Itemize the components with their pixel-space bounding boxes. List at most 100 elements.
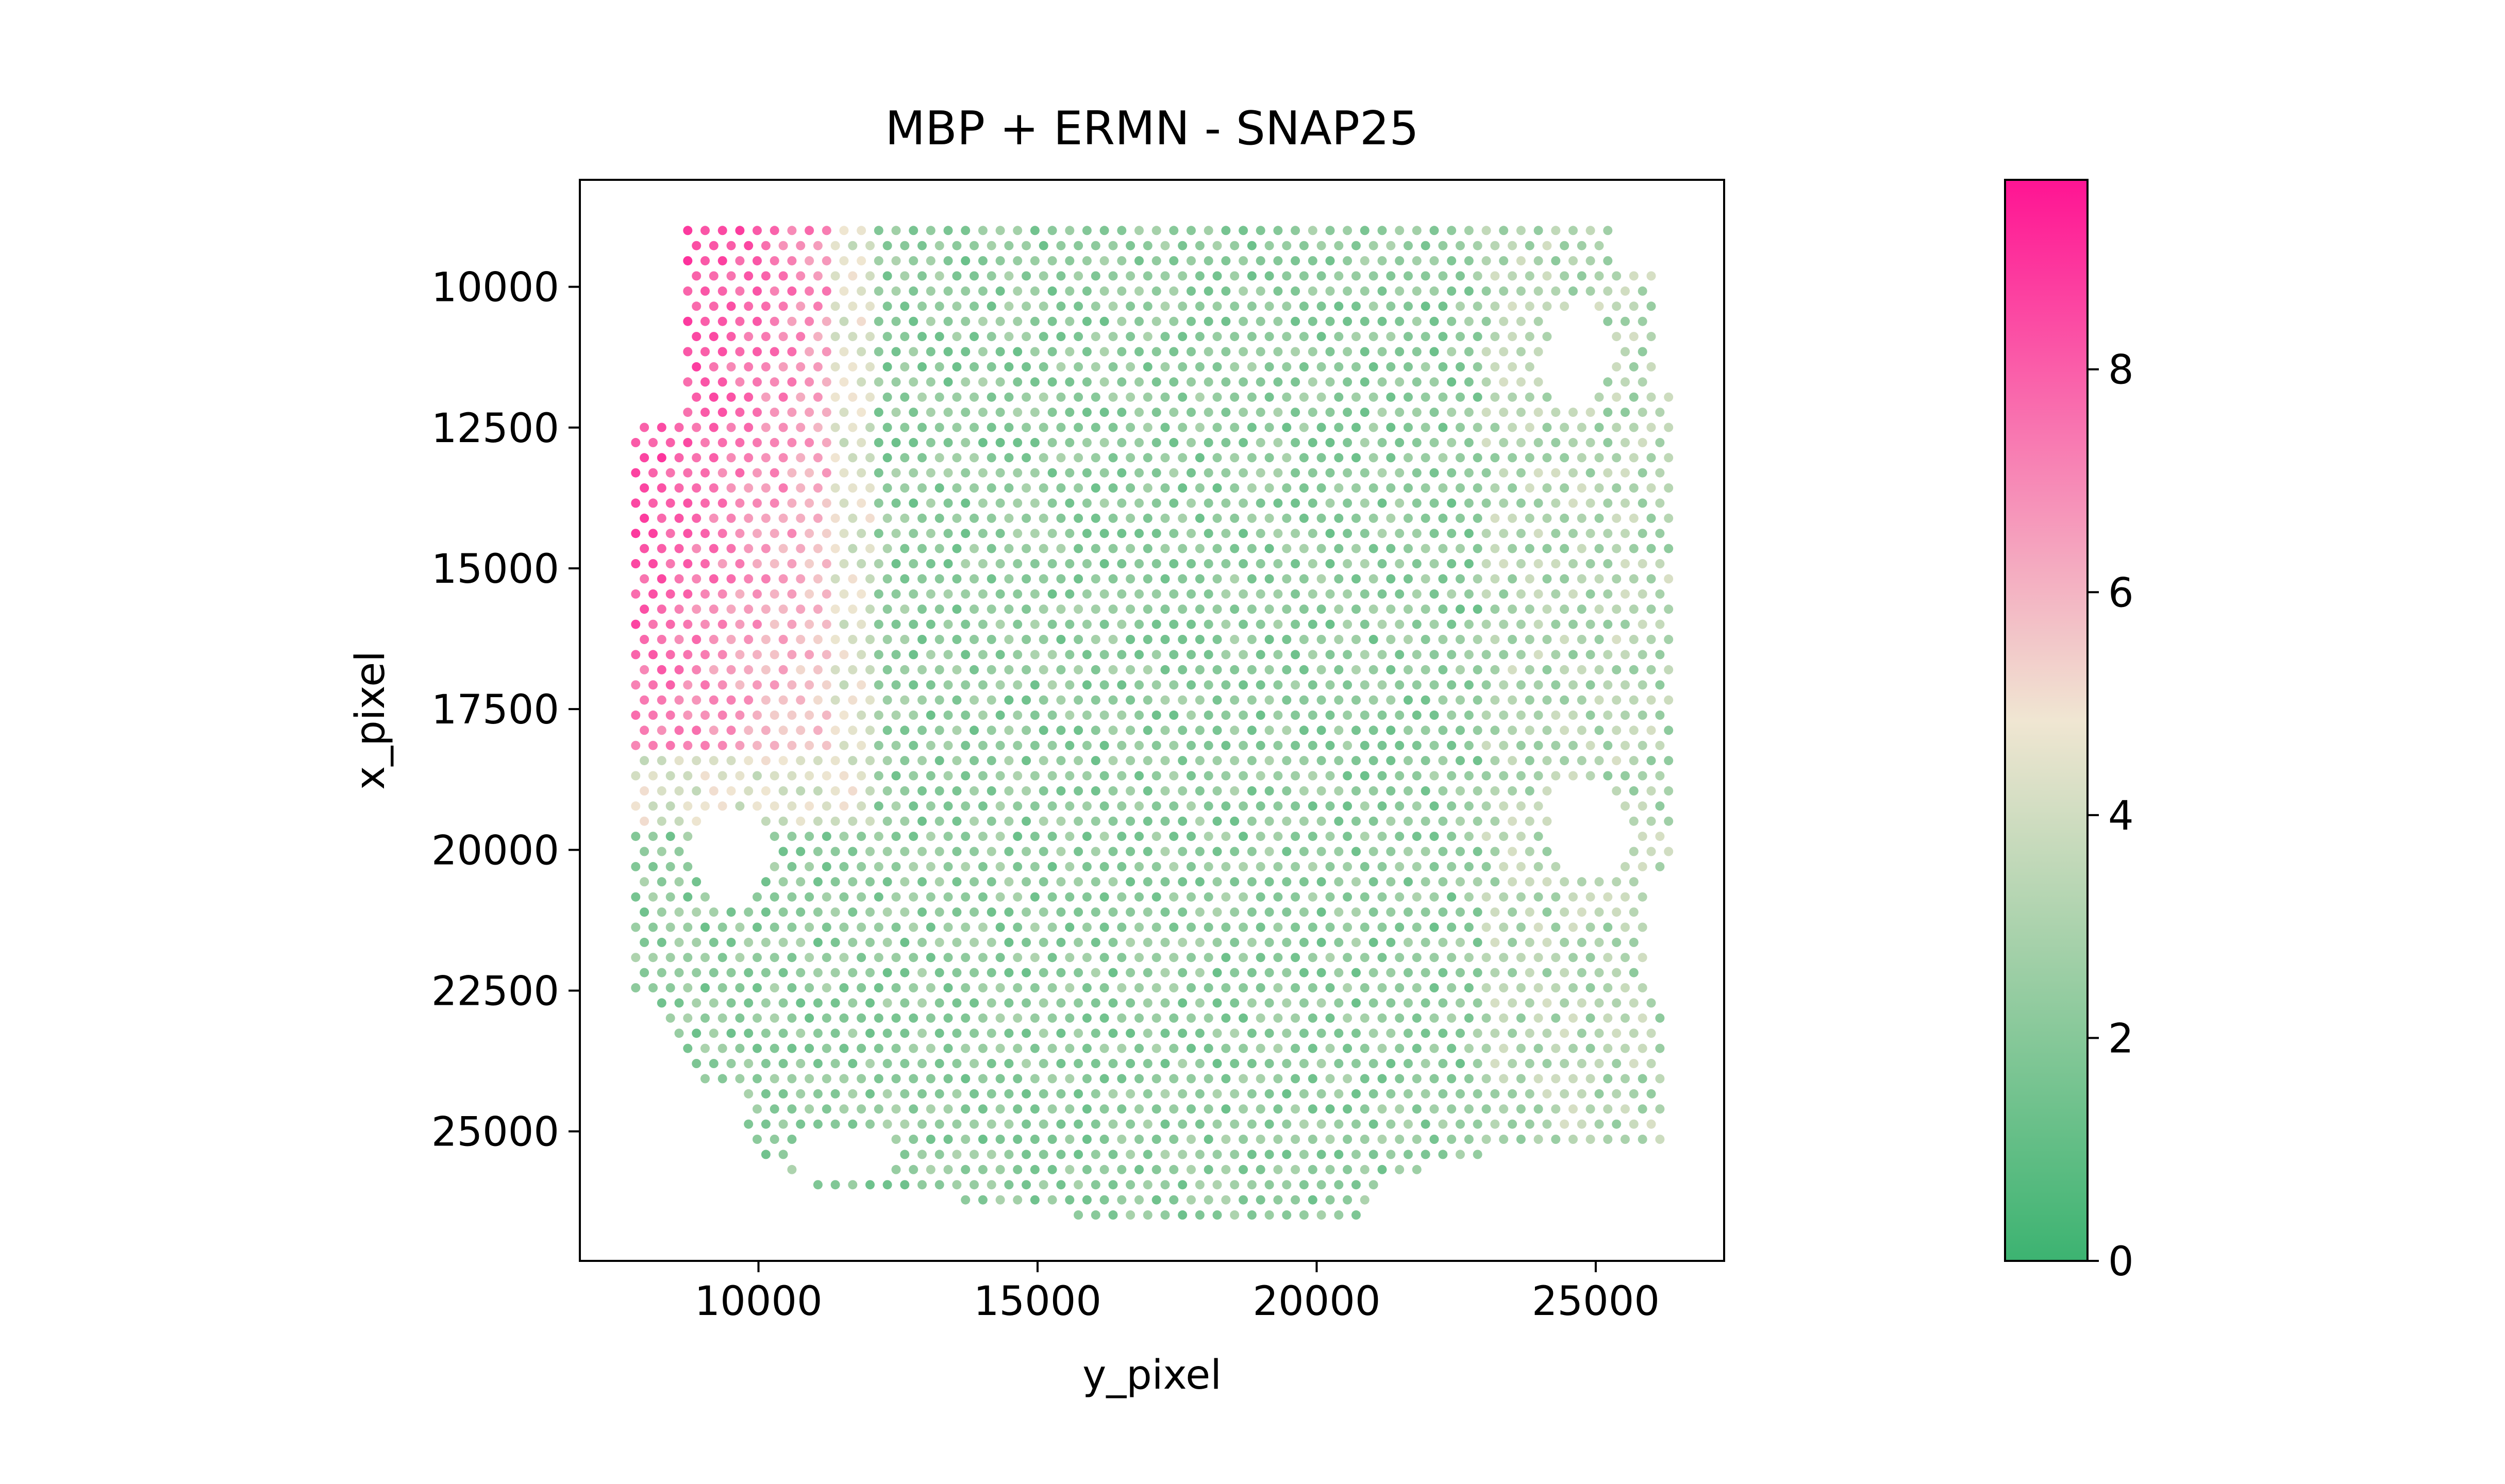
data-point — [683, 347, 693, 357]
data-point — [674, 453, 684, 463]
data-point — [1221, 316, 1231, 326]
data-point — [1160, 786, 1170, 796]
data-point — [1533, 1074, 1543, 1084]
data-point — [917, 271, 927, 281]
data-point — [1074, 665, 1083, 674]
data-point — [943, 801, 953, 811]
data-point — [1247, 544, 1257, 553]
data-point — [753, 801, 762, 811]
data-point — [1508, 574, 1517, 584]
data-point — [1368, 635, 1378, 644]
data-point — [961, 1165, 971, 1174]
data-point — [1456, 1028, 1465, 1038]
data-point — [683, 922, 693, 932]
data-point — [1481, 862, 1491, 871]
data-point — [1585, 680, 1595, 690]
data-point — [1585, 1135, 1595, 1144]
data-point — [1030, 953, 1040, 963]
data-point — [1456, 332, 1465, 342]
data-point — [717, 771, 727, 781]
data-point — [874, 437, 883, 447]
data-point — [1655, 862, 1665, 871]
data-point — [1377, 1043, 1387, 1053]
data-point — [857, 256, 866, 266]
data-point — [943, 316, 953, 326]
data-point — [1516, 832, 1526, 841]
data-point — [961, 862, 971, 871]
data-point — [1273, 1195, 1283, 1205]
data-point — [1516, 680, 1526, 690]
data-point — [1022, 453, 1031, 463]
data-point — [1126, 604, 1135, 614]
data-point — [970, 1089, 979, 1099]
data-point — [1282, 1210, 1292, 1220]
data-point — [1195, 544, 1205, 553]
data-point — [1568, 650, 1578, 660]
data-point — [1299, 786, 1309, 796]
data-point — [1421, 271, 1430, 281]
data-point — [787, 740, 797, 750]
data-point — [1108, 786, 1118, 796]
data-point — [1143, 695, 1153, 705]
data-point — [1282, 453, 1292, 463]
data-point — [1099, 559, 1109, 568]
data-point — [1456, 635, 1465, 644]
data-point — [1143, 998, 1153, 1008]
x-tick-label: 20000 — [1252, 1278, 1380, 1325]
data-point — [1568, 1104, 1578, 1114]
data-point — [830, 907, 840, 917]
data-point — [1091, 604, 1100, 614]
data-point — [891, 650, 901, 660]
data-point — [822, 559, 831, 568]
data-point — [995, 1013, 1005, 1023]
data-point — [1655, 589, 1665, 599]
data-point — [683, 1043, 693, 1053]
data-point — [874, 1104, 883, 1114]
data-point — [1577, 877, 1586, 887]
data-point — [787, 468, 797, 478]
data-point — [1525, 847, 1534, 856]
data-point — [717, 286, 727, 296]
data-point — [952, 453, 962, 463]
data-point — [1247, 574, 1257, 584]
data-point — [1447, 862, 1457, 871]
data-point — [805, 408, 814, 417]
data-point — [1056, 423, 1066, 432]
data-point — [1429, 226, 1439, 235]
data-point — [1065, 680, 1075, 690]
y-tick-label: 20000 — [431, 828, 559, 874]
data-point — [1629, 423, 1639, 432]
data-point — [857, 589, 866, 599]
data-point — [1404, 1089, 1413, 1099]
data-point — [1438, 574, 1448, 584]
data-point — [761, 332, 771, 342]
data-point — [744, 423, 754, 432]
data-point — [1629, 665, 1639, 674]
data-point — [709, 423, 719, 432]
data-point — [848, 1180, 858, 1190]
data-point — [1412, 377, 1422, 387]
data-point — [1247, 604, 1257, 614]
data-point — [857, 740, 866, 750]
data-point — [796, 1119, 806, 1129]
data-point — [1187, 1074, 1196, 1084]
data-point — [970, 453, 979, 463]
data-point — [1316, 695, 1326, 705]
data-point — [970, 271, 979, 281]
data-point — [735, 953, 745, 963]
data-point — [1533, 347, 1543, 357]
data-point — [1525, 968, 1534, 977]
data-point — [1256, 468, 1265, 478]
data-point — [1551, 559, 1561, 568]
data-point — [830, 574, 840, 584]
data-point — [1577, 574, 1586, 584]
data-point — [1004, 786, 1014, 796]
data-point — [744, 695, 754, 705]
data-point — [1065, 559, 1075, 568]
data-point — [683, 862, 693, 871]
data-point — [1404, 574, 1413, 584]
data-point — [1368, 544, 1378, 553]
data-point — [1030, 862, 1040, 871]
data-point — [961, 650, 971, 660]
data-point — [1404, 392, 1413, 402]
